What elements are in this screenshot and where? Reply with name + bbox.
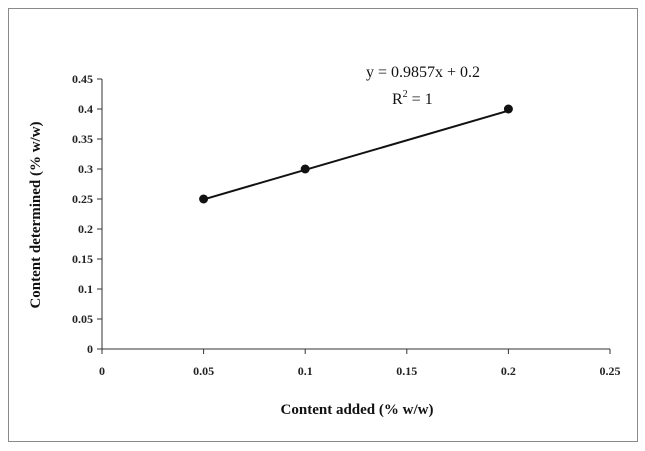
x-tick-label: 0.2	[501, 364, 516, 378]
y-tick-label: 0.4	[78, 102, 93, 116]
x-tick-label: 0	[99, 364, 105, 378]
y-tick-label: 0.45	[72, 72, 93, 86]
chart-svg: 0 0.05 0.1 0.15 0.2 0.25 0.3 0.35 0.4 0.45 0 0.05 0.…	[28, 64, 621, 418]
data-layer	[199, 104, 513, 204]
y-tick-label: 0.3	[78, 162, 93, 176]
y-tick-label: 0.2	[78, 222, 93, 236]
y-tick-label: 0.35	[72, 132, 93, 146]
x-tick-label: 0.1	[298, 364, 313, 378]
x-tick-label: 0.25	[600, 364, 621, 378]
y-tick-label: 0.1	[78, 282, 93, 296]
chart-frame: 0 0.05 0.1 0.15 0.2 0.25 0.3 0.35 0.4 0.45 0 0.05 0.…	[8, 8, 638, 442]
r-squared-label: R2 = 1	[392, 89, 433, 108]
y-tick-label: 0.05	[72, 312, 93, 326]
r-squared-suffix: = 1	[408, 91, 433, 108]
y-tick-label: 0	[87, 342, 93, 356]
y-axis-title: Content determined (% w/w)	[28, 121, 44, 308]
trendline-equation: y = 0.9857x + 0.2	[366, 64, 480, 81]
trendline	[203, 109, 509, 201]
r-squared-prefix: R	[392, 91, 403, 108]
y-tick-label: 0.25	[72, 192, 93, 206]
data-point	[503, 104, 513, 114]
x-tick-label: 0.15	[396, 364, 417, 378]
data-point	[300, 164, 310, 174]
axes-layer	[101, 79, 610, 350]
data-point	[199, 194, 209, 204]
ticks-layer: 0 0.05 0.1 0.15 0.2 0.25 0.3 0.35 0.4 0.45 0 0.05 0.…	[72, 72, 621, 378]
y-tick-label: 0.15	[72, 252, 93, 266]
x-axis-title: Content added (% w/w)	[281, 402, 434, 418]
x-tick-label: 0.05	[193, 364, 214, 378]
r-squared-exponent: 2	[403, 89, 408, 100]
